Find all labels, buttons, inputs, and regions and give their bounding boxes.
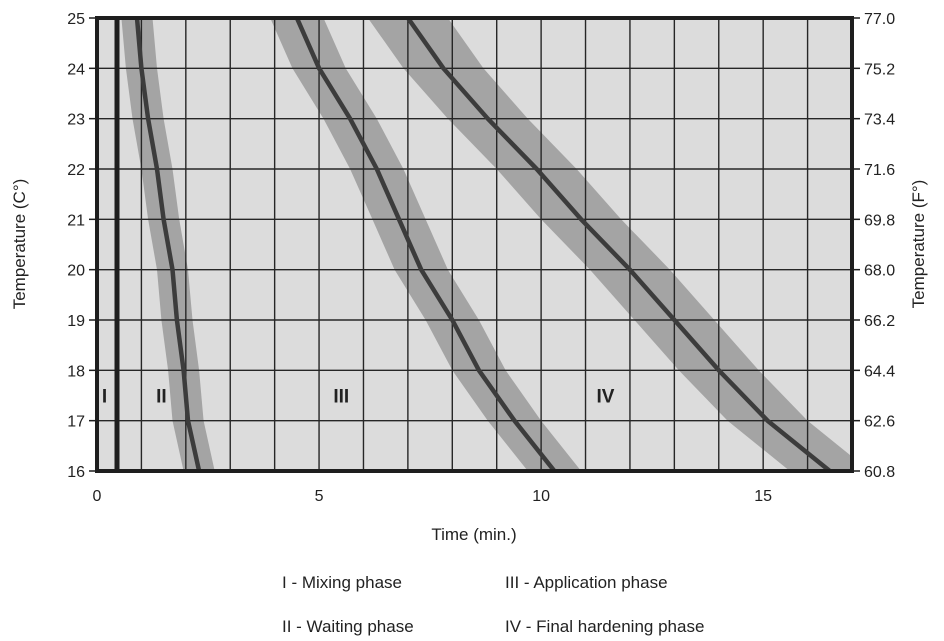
x-tick-label: 0	[93, 488, 102, 505]
y-tick-label-right: 68.0	[864, 263, 895, 280]
x-tick-label: 10	[532, 488, 550, 505]
legend-item-mixing: I - Mixing phase	[282, 573, 402, 592]
phase-boundary-line	[134, 18, 202, 471]
y-axis-title-right: Temperature (F°)	[909, 180, 928, 309]
y-tick-label-right: 77.0	[864, 11, 895, 28]
y-tick-label-right: 66.2	[864, 313, 895, 330]
x-tick-label: 5	[315, 488, 324, 505]
y-tick-label-left: 17	[67, 414, 85, 431]
y-tick-label-right: 69.8	[864, 212, 895, 229]
legend-item-application: III - Application phase	[505, 573, 668, 592]
x-tick-label: 15	[754, 488, 772, 505]
phase-label: IV	[597, 387, 615, 408]
phase-label: I	[102, 387, 107, 408]
y-tick-label-right: 62.6	[864, 414, 895, 431]
phase-label: III	[333, 387, 349, 408]
phase-boundary-line	[405, 18, 833, 471]
phase-boundary-line	[294, 18, 557, 471]
y-tick-label-left: 23	[67, 112, 85, 129]
legend-item-final-hardening: IV - Final hardening phase	[505, 617, 704, 636]
y-tick-label-right: 64.4	[864, 363, 895, 380]
y-tick-label-left: 18	[67, 363, 85, 380]
legend: I - Mixing phase II - Waiting phase III …	[282, 573, 704, 636]
legend-item-waiting: II - Waiting phase	[282, 617, 414, 636]
plot-frame	[95, 16, 854, 473]
y-tick-label-right: 73.4	[864, 112, 895, 129]
uncertainty-band	[270, 18, 582, 471]
y-tick-label-left: 21	[67, 212, 85, 229]
phase-label: II	[156, 387, 167, 408]
y-tick-label-right: 71.6	[864, 162, 895, 179]
y-tick-label-left: 24	[67, 61, 85, 78]
y-tick-label-right: 75.2	[864, 61, 895, 78]
y-tick-label-left: 19	[67, 313, 85, 330]
y-tick-label-left: 16	[67, 464, 85, 481]
y-tick-label-right: 60.8	[864, 464, 895, 481]
y-tick-label-left: 22	[67, 162, 85, 179]
x-axis-title: Time (min.)	[431, 525, 516, 544]
y-axis-title-left: Temperature (C°)	[10, 179, 29, 310]
y-tick-label-left: 25	[67, 11, 85, 28]
y-tick-label-left: 20	[67, 263, 85, 280]
uncertainty-band	[367, 18, 852, 471]
